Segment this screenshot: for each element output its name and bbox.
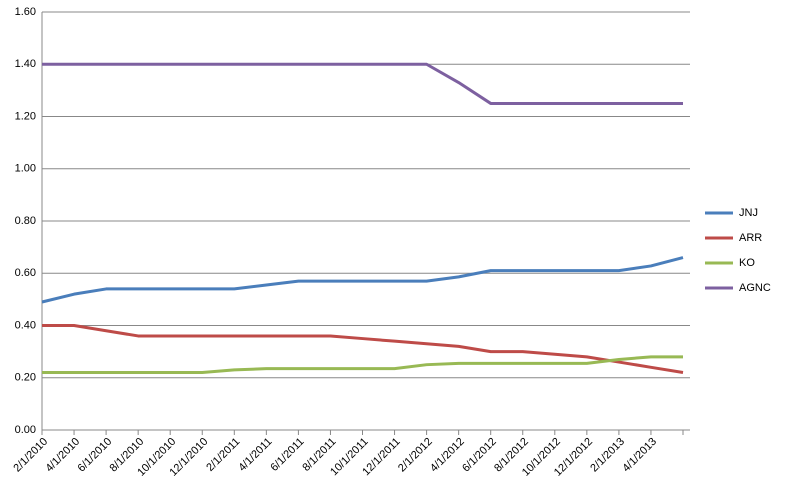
y-tick-label: 1.20 bbox=[15, 110, 36, 122]
line-series bbox=[42, 324, 684, 375]
x-tick-label: 2/1/2012 bbox=[396, 436, 435, 475]
y-tick-label: 1.40 bbox=[15, 58, 36, 70]
x-tick-label: 6/1/2010 bbox=[76, 436, 115, 475]
x-tick-label: 4/1/2010 bbox=[43, 436, 82, 475]
x-tick-label: 2/1/2011 bbox=[204, 436, 242, 474]
y-tick-label: 0.60 bbox=[15, 267, 36, 279]
y-tick-label: 0.20 bbox=[15, 372, 36, 384]
y-tick-label: 1.60 bbox=[15, 6, 36, 18]
line-series bbox=[41, 256, 684, 304]
y-tick-label: 0.00 bbox=[15, 424, 36, 436]
y-tick-label: 1.00 bbox=[15, 163, 36, 175]
legend-label: KO bbox=[739, 257, 755, 269]
x-tick-label: 4/1/2011 bbox=[236, 436, 274, 474]
x-tick-label: 4/1/2013 bbox=[620, 436, 659, 475]
x-tick-label: 4/1/2012 bbox=[428, 436, 467, 475]
x-tick-label: 2/1/2013 bbox=[588, 436, 627, 475]
y-tick-label: 0.40 bbox=[15, 319, 36, 331]
x-tick-label: 2/1/2010 bbox=[11, 436, 50, 475]
x-tick-label: 6/1/2011 bbox=[268, 436, 306, 474]
legend-label: JNJ bbox=[739, 207, 758, 219]
x-tick-label: 6/1/2012 bbox=[460, 436, 499, 475]
line-series bbox=[42, 355, 683, 375]
y-tick-label: 0.80 bbox=[15, 215, 36, 227]
line-series bbox=[42, 62, 683, 105]
legend-label: ARR bbox=[739, 232, 762, 244]
legend-label: AGNC bbox=[739, 282, 771, 294]
